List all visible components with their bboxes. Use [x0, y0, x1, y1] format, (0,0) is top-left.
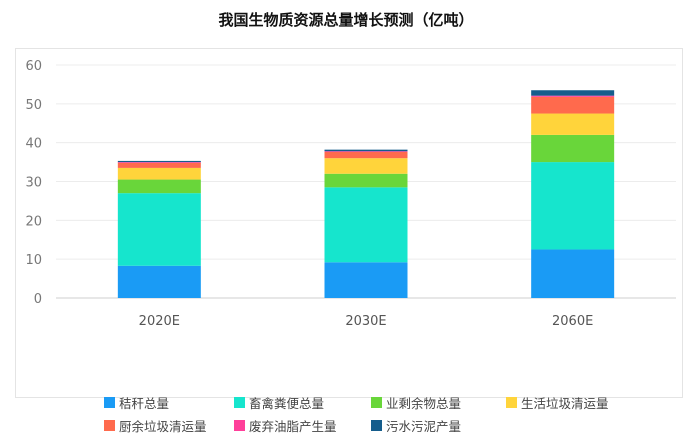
bar-segment [117, 162, 201, 163]
bar-segment [531, 162, 615, 250]
bar-segment [324, 151, 408, 159]
legend-swatch [234, 397, 245, 408]
bar-segment [117, 179, 201, 194]
bar-segment [531, 96, 615, 114]
bar-segment [531, 90, 615, 96]
bar-segment [117, 265, 201, 298]
chart-title: 我国生物质资源总量增长预测（亿吨） [218, 11, 474, 29]
y-tick-label: 50 [25, 98, 42, 113]
x-tick-label: 2060E [552, 314, 593, 329]
legend-item[interactable]: 废弃油脂产生量 [234, 416, 371, 435]
legend-item[interactable]: 厨余垃圾清运量 [104, 416, 234, 435]
legend-item[interactable]: 秸秆总量 [104, 393, 234, 412]
bar-segment [531, 134, 615, 163]
bar-segment [117, 193, 201, 266]
legend-swatch [104, 420, 115, 431]
y-tick-label: 10 [25, 253, 42, 268]
bar-segment [531, 113, 615, 135]
legend-item[interactable]: 污水污泥产量 [371, 416, 506, 435]
x-tick-label: 2020E [139, 314, 180, 329]
bar-segment [117, 167, 201, 180]
legend-label: 废弃油脂产生量 [249, 419, 337, 434]
bar-segment [324, 262, 408, 298]
legend: 秸秆总量 畜禽粪便总量 业剩余物总量 生活垃圾清运量厨余垃圾清运量 废弃油脂产生量 污水污… [104, 391, 684, 437]
legend-item[interactable]: 业剩余物总量 [371, 393, 506, 412]
legend-item[interactable]: 畜禽粪便总量 [234, 393, 371, 412]
legend-label: 污水污泥产量 [386, 419, 462, 434]
y-tick-label: 20 [25, 214, 42, 229]
bar-segment [324, 187, 408, 263]
legend-item[interactable]: 生活垃圾清运量 [506, 393, 656, 412]
y-tick-label: 0 [34, 292, 42, 307]
legend-label: 厨余垃圾清运量 [119, 419, 207, 434]
legend-swatch [506, 397, 517, 408]
bar-segment [531, 249, 615, 298]
y-tick-label: 40 [25, 137, 42, 152]
legend-row: 秸秆总量 畜禽粪便总量 业剩余物总量 生活垃圾清运量 [104, 391, 684, 414]
bar-segment [324, 173, 408, 188]
bar-segment [117, 160, 201, 163]
stacked-bar-chart: 0 10 20 30 40 50 60 2020E 2030E 2060E [25, 59, 676, 329]
legend-swatch [234, 420, 245, 431]
bar-segment [324, 151, 408, 152]
legend-label: 秸秆总量 [119, 396, 170, 411]
legend-row: 厨余垃圾清运量 废弃油脂产生量 污水污泥产量 [104, 414, 684, 437]
x-tick-label: 2030E [345, 314, 386, 329]
chart-panel: 0 10 20 30 40 50 60 2020E 2030E 2060E 秸秆总量 畜禽粪便总量 业… [15, 48, 683, 434]
bar-segment [324, 158, 408, 174]
legend-swatch [371, 397, 382, 408]
legend-label: 畜禽粪便总量 [249, 396, 325, 411]
legend-swatch [104, 397, 115, 408]
y-tick-label: 30 [25, 176, 42, 191]
legend-label: 生活垃圾清运量 [521, 396, 609, 411]
bar-segment [324, 149, 408, 152]
bar-segment [531, 95, 615, 97]
legend-swatch [371, 420, 382, 431]
legend-label: 业剩余物总量 [386, 396, 462, 411]
y-tick-label: 60 [25, 59, 42, 74]
bar-segment [117, 162, 201, 168]
